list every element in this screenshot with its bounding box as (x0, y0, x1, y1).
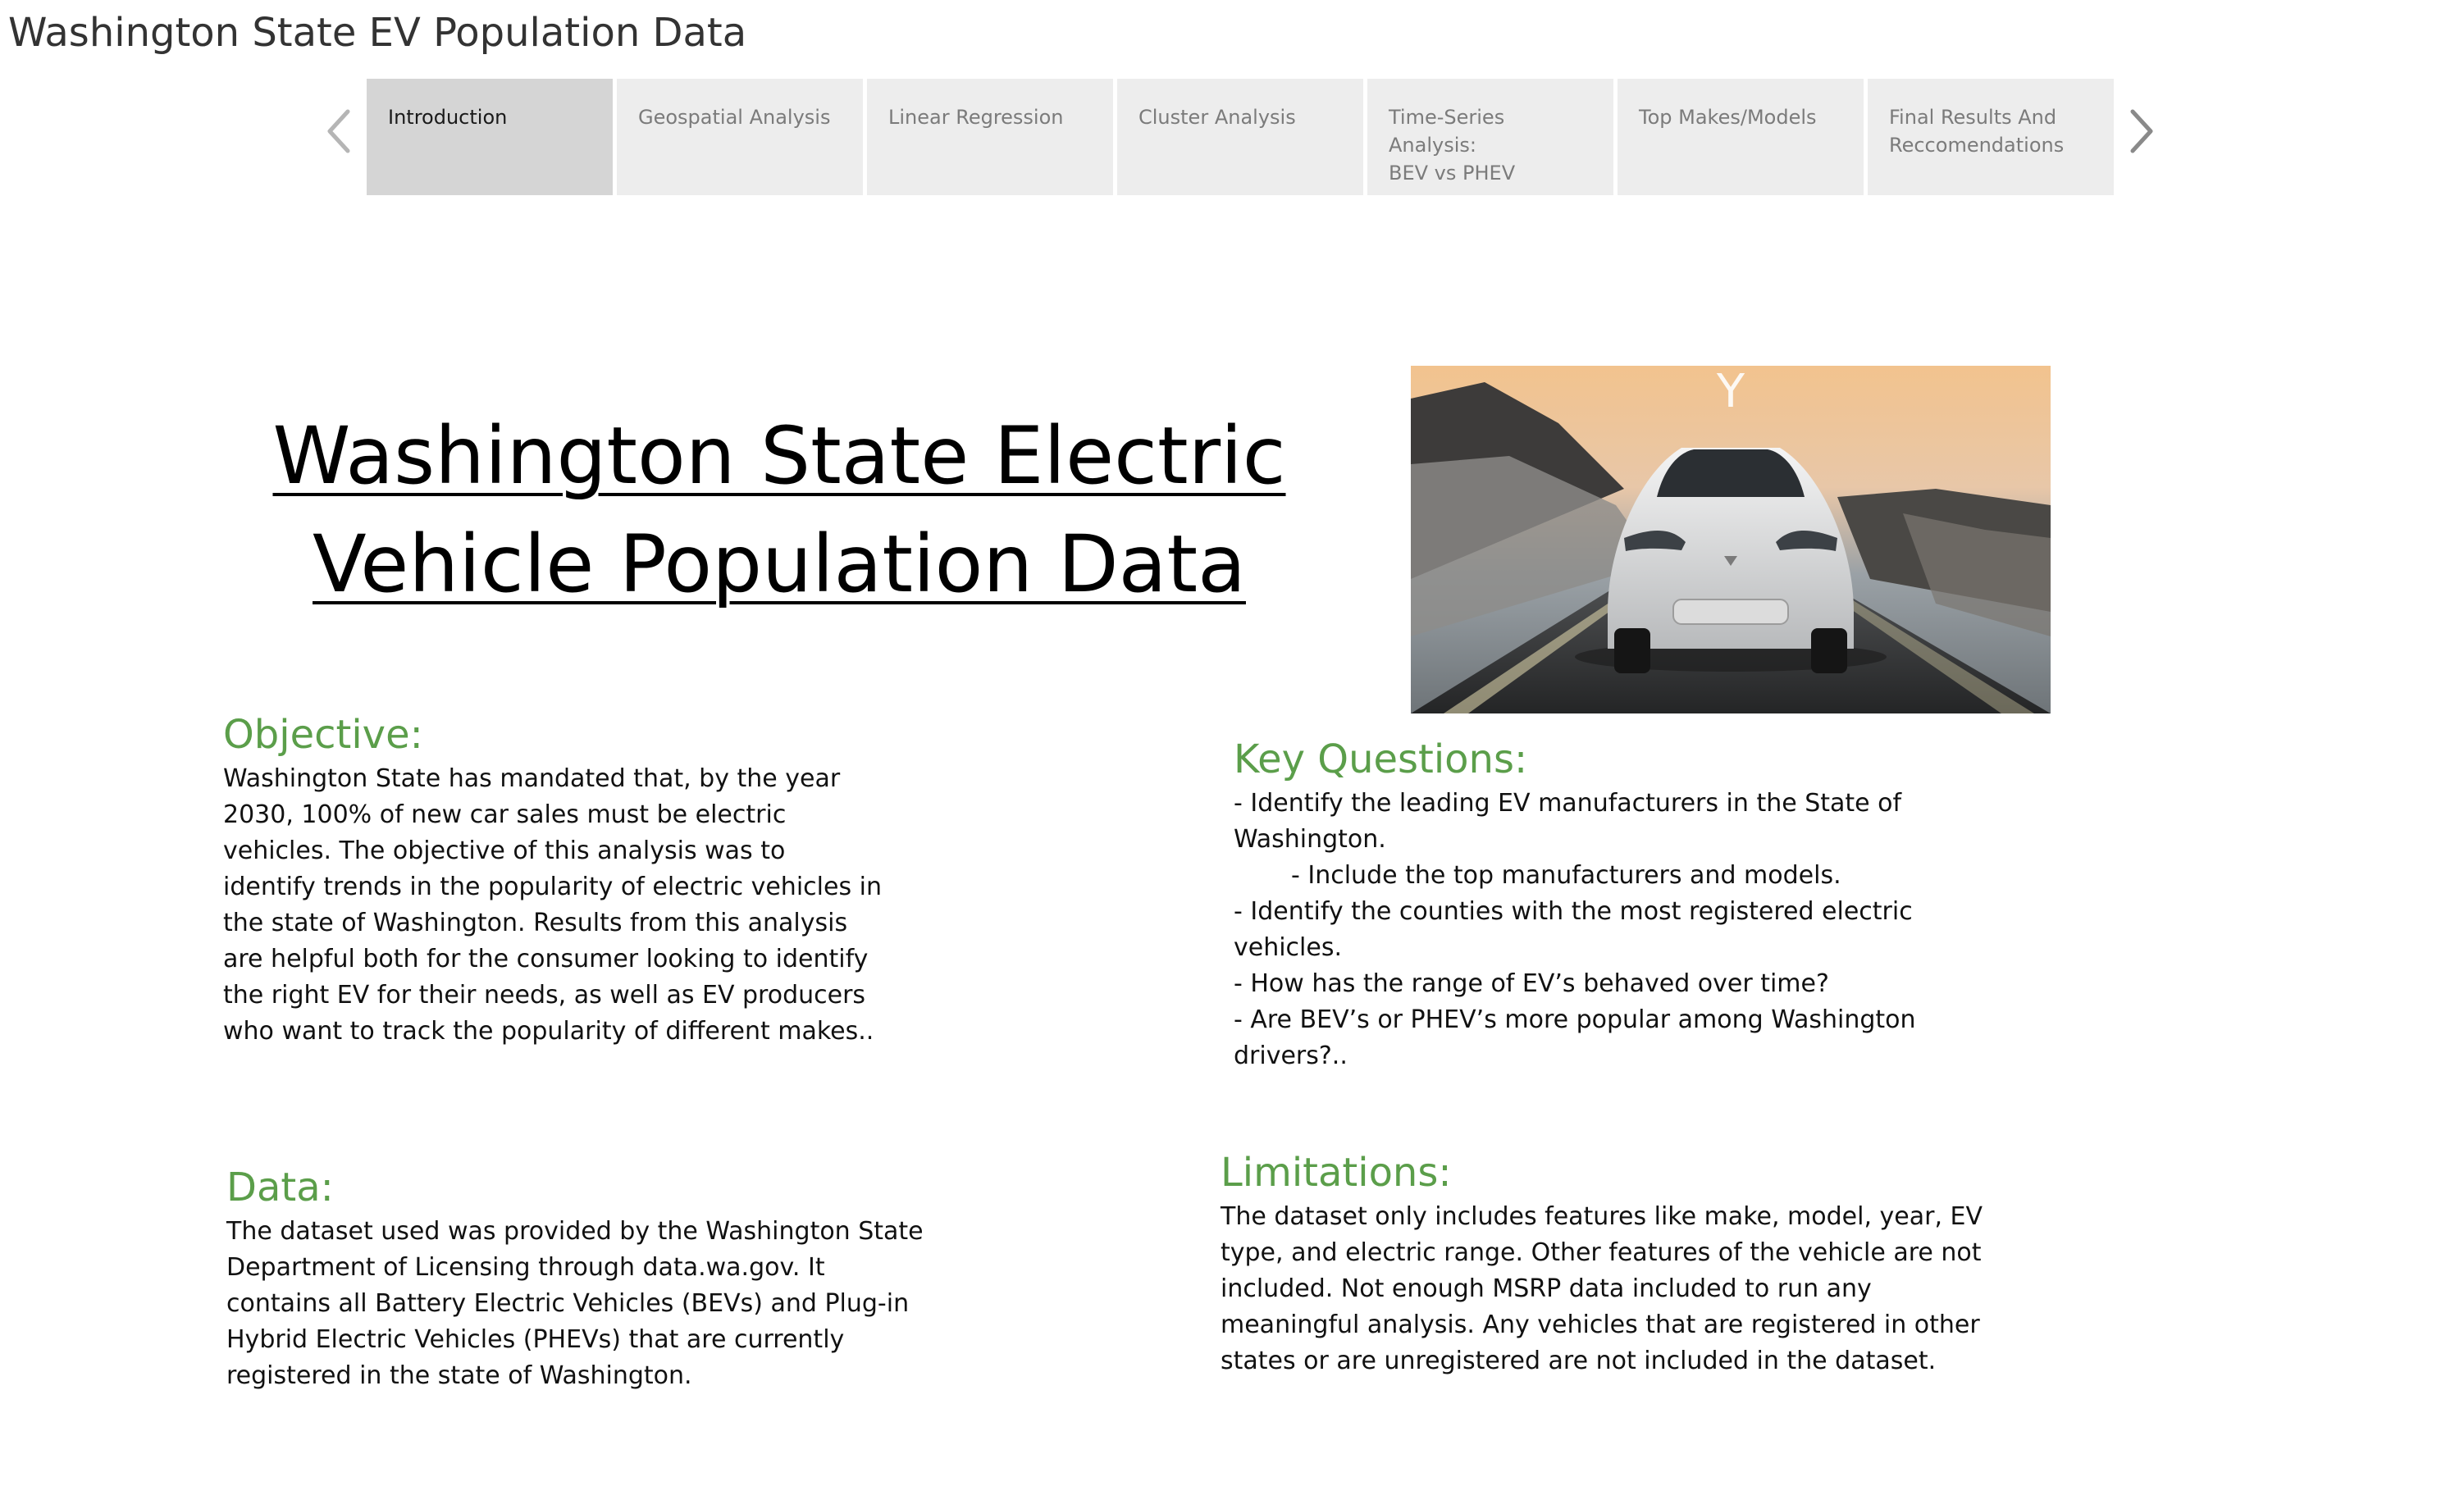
data-heading: Data: (226, 1165, 334, 1210)
objective-line: who want to track the popularity of diff… (223, 1017, 874, 1046)
car-photo-illustration: Y (1411, 366, 2051, 713)
tab-geospatial-analysis[interactable]: Geospatial Analysis (617, 79, 863, 195)
objective-heading: Objective: (223, 712, 423, 758)
tab-label: Geospatial Analysis (638, 106, 831, 129)
key-questions-text: - Identify the leading EV manufacturers … (1234, 786, 1916, 1074)
objective-line: Washington State has mandated that, by t… (223, 764, 841, 793)
tab-introduction[interactable]: Introduction (367, 79, 613, 195)
limitations-line: states or are unregistered are not inclu… (1221, 1347, 1937, 1375)
limitations-line: type, and electric range. Other features… (1221, 1238, 1982, 1267)
chevron-left-icon[interactable] (323, 107, 356, 156)
objective-line: 2030, 100% of new car sales must be elec… (223, 800, 787, 829)
tab-label: Cluster Analysis (1138, 106, 1296, 129)
data-text: The dataset used was provided by the Was… (226, 1214, 924, 1394)
limitations-text: The dataset only includes features like … (1221, 1199, 1983, 1379)
limitations-heading: Limitations: (1221, 1150, 1452, 1196)
key-question-line: - Identify the leading EV manufacturers … (1234, 789, 1902, 818)
app-title: Washington State EV Population Data (8, 10, 747, 56)
key-question-line: - How has the range of EV’s behaved over… (1234, 969, 1829, 998)
objective-line: are helpful both for the consumer lookin… (223, 945, 869, 973)
dashboard-title-line1: Washington State Electric (272, 410, 1286, 502)
limitations-line: included. Not enough MSRP data included … (1221, 1274, 1872, 1303)
objective-line: the state of Washington. Results from th… (223, 909, 848, 937)
key-question-line: vehicles. (1234, 933, 1343, 962)
data-line: Hybrid Electric Vehicles (PHEVs) that ar… (226, 1325, 845, 1354)
tab-label: Final Results And Reccomendations (1889, 106, 2065, 157)
tab-label: Linear Regression (888, 106, 1064, 129)
data-line: Department of Licensing through data.wa.… (226, 1253, 825, 1282)
tab-final-results[interactable]: Final Results And Reccomendations (1868, 79, 2114, 195)
objective-text: Washington State has mandated that, by t… (223, 761, 882, 1050)
hero-car-image: Y (1411, 366, 2051, 713)
limitations-line: The dataset only includes features like … (1221, 1202, 1983, 1231)
tab-time-series-analysis[interactable]: Time-Series Analysis: BEV vs PHEV (1367, 79, 1613, 195)
tab-label: Time-Series Analysis: BEV vs PHEV (1389, 106, 1516, 185)
data-line: The dataset used was provided by the Was… (226, 1217, 924, 1246)
data-line: registered in the state of Washington. (226, 1361, 692, 1390)
data-line: contains all Battery Electric Vehicles (… (226, 1289, 910, 1318)
objective-line: the right EV for their needs, as well as… (223, 981, 866, 1010)
dashboard-title-line2: Vehicle Population Data (313, 518, 1246, 610)
key-question-line: - Include the top manufacturers and mode… (1291, 861, 1841, 890)
tab-top-makes-models[interactable]: Top Makes/Models (1618, 79, 1864, 195)
image-badge-letter: Y (1716, 366, 1745, 418)
tab-label: Introduction (388, 106, 508, 129)
key-question-line: - Are BEV’s or PHEV’s more popular among… (1234, 1005, 1916, 1034)
limitations-line: meaningful analysis. Any vehicles that a… (1221, 1311, 1980, 1339)
key-question-line: - Identify the counties with the most re… (1234, 897, 1913, 926)
tab-linear-regression[interactable]: Linear Regression (867, 79, 1113, 195)
key-question-line: Washington. (1234, 825, 1386, 854)
tab-cluster-analysis[interactable]: Cluster Analysis (1117, 79, 1363, 195)
key-questions-heading: Key Questions: (1234, 736, 1528, 782)
tab-label: Top Makes/Models (1639, 106, 1817, 129)
dashboard-title: Washington State Electric Vehicle Popula… (197, 402, 1362, 618)
chevron-right-icon[interactable] (2124, 107, 2157, 156)
objective-line: identify trends in the popularity of ele… (223, 873, 882, 901)
key-question-line: drivers?.. (1234, 1042, 1348, 1070)
objective-line: vehicles. The objective of this analysis… (223, 836, 786, 865)
